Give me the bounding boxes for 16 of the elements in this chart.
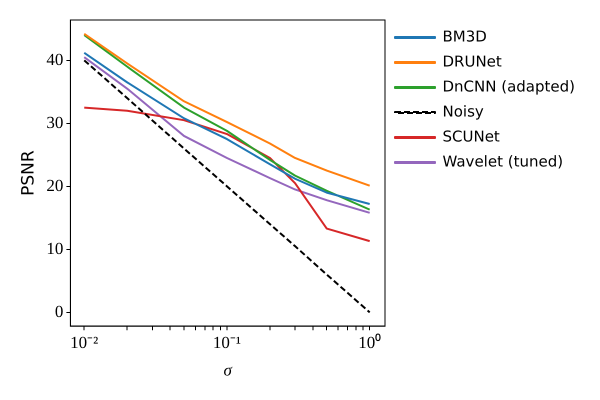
x-tick-label: 10⁻² bbox=[70, 332, 98, 352]
legend-label: SCUNet bbox=[442, 127, 500, 146]
x-axis-title: σ bbox=[224, 360, 233, 380]
y-tick-label: 10 bbox=[46, 238, 64, 258]
x-tick-label: 10⁻¹ bbox=[212, 332, 242, 352]
y-tick-label: 40 bbox=[46, 50, 64, 69]
y-tick-label: 30 bbox=[46, 112, 64, 132]
legend-label: Wavelet (tuned) bbox=[442, 152, 564, 170]
y-tick-label: 20 bbox=[46, 176, 64, 195]
y-axis-title: PSNR bbox=[18, 150, 39, 196]
legend-label: Noisy bbox=[442, 102, 484, 120]
legend-label: DRUNet bbox=[442, 52, 502, 70]
legend-label: BM3D bbox=[442, 27, 487, 46]
y-tick-label: 0 bbox=[54, 302, 64, 321]
legend-label: DnCNN (adapted) bbox=[442, 77, 576, 96]
x-tick-label: 10⁰ bbox=[358, 332, 382, 352]
